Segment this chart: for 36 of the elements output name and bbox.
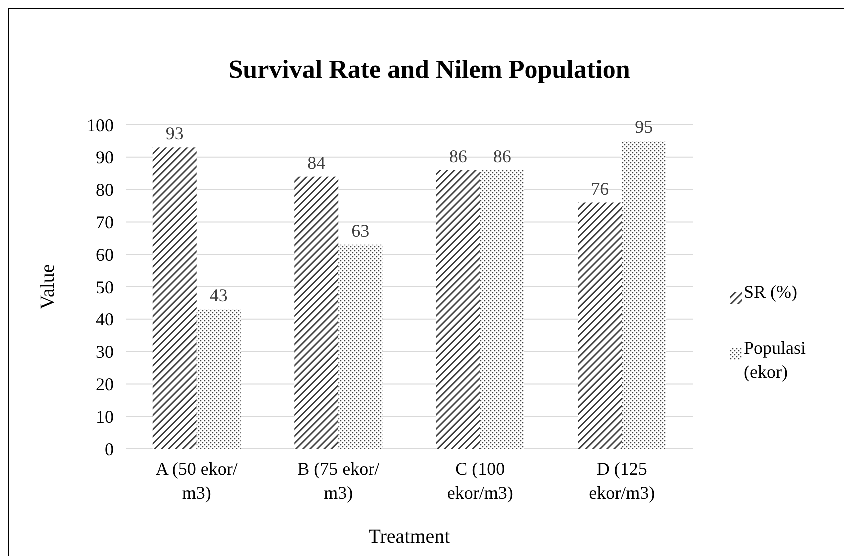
- bar: [436, 170, 480, 449]
- x-tick-label: C (100 ekor/m3): [447, 459, 514, 503]
- data-label: 95: [635, 117, 654, 138]
- x-tick-label: B (75 ekor/m3): [298, 459, 380, 503]
- y-tick-label: 20: [96, 374, 114, 394]
- data-label: 84: [308, 152, 326, 173]
- y-tick-label: 70: [96, 212, 114, 232]
- data-label: 86: [449, 146, 468, 166]
- data-label: 76: [591, 178, 610, 199]
- y-tick-label: 90: [96, 148, 114, 168]
- data-label: 86: [493, 146, 512, 166]
- chart-title: Survival Rate and Nilem Population: [228, 55, 631, 84]
- bar: [152, 148, 197, 449]
- y-tick-label: 50: [96, 277, 114, 298]
- x-tick-label: A (50 ekor/m3): [156, 459, 238, 503]
- y-tick-label: 0: [105, 439, 114, 460]
- bar: [196, 310, 241, 449]
- y-tick-label: 100: [87, 115, 114, 136]
- data-label: 43: [210, 286, 228, 306]
- bar: [480, 170, 524, 449]
- y-tick-label: 60: [96, 244, 114, 265]
- legend-label: SR (%): [744, 282, 798, 302]
- y-tick-label: 80: [96, 180, 114, 200]
- x-tick-label: D (125 ekor/m3): [589, 459, 656, 503]
- y-tick-label: 10: [96, 406, 114, 427]
- y-tick-label: 30: [96, 342, 114, 362]
- y-axis-title: Value: [37, 264, 59, 310]
- legend-label: Populasi (ekor): [744, 338, 806, 382]
- bar: [622, 141, 666, 449]
- data-label: 63: [352, 220, 370, 241]
- x-axis-title: Treatment: [368, 526, 451, 548]
- bar: [294, 176, 339, 449]
- y-tick-label: 40: [96, 310, 114, 330]
- data-label: 93: [166, 124, 184, 144]
- bar: [578, 202, 622, 449]
- bar: [338, 244, 383, 449]
